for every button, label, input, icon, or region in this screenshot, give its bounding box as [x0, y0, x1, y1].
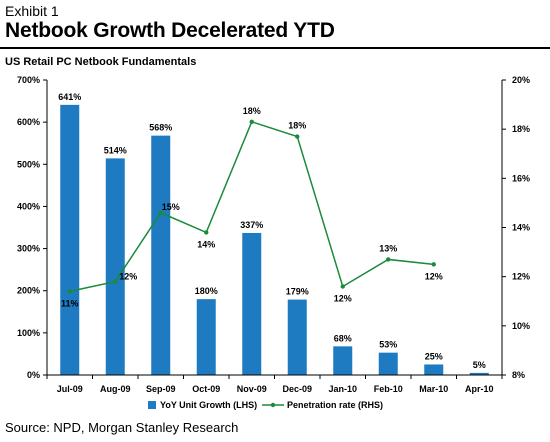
- x-tick-label: Dec-09: [282, 384, 312, 394]
- right-tick-label: 18%: [512, 124, 530, 134]
- left-tick-label: 700%: [17, 75, 40, 85]
- x-tick-label: Feb-10: [374, 384, 403, 394]
- line-point: [340, 284, 345, 289]
- right-tick-label: 14%: [512, 223, 530, 233]
- x-tick-label: Apr-10: [465, 384, 494, 394]
- chart-subtitle: US Retail PC Netbook Fundamentals: [5, 56, 197, 68]
- line-data-label: 14%: [197, 239, 215, 249]
- x-tick-label: Oct-09: [192, 384, 220, 394]
- bar-labels: 641% 514% 568% 180% 337% 179% 68% 53% 25% 5%: [58, 92, 486, 370]
- right-tick-label: 12%: [512, 272, 530, 282]
- line-point: [113, 279, 118, 284]
- bar: [378, 352, 398, 375]
- line-series: 11% 12% 15% 14% 18% 18% 12% 13% 12%: [61, 106, 443, 309]
- bar-data-label: 25%: [425, 351, 443, 361]
- x-tick-label: Jul-09: [57, 384, 83, 394]
- bar-series: [60, 104, 489, 375]
- bar-data-label: 568%: [149, 123, 172, 133]
- legend-bar-label: YoY Unit Growth (LHS): [160, 400, 257, 410]
- left-tick-label: 100%: [17, 328, 40, 338]
- line-data-label: 13%: [379, 243, 397, 253]
- bar-data-label: 68%: [334, 333, 352, 343]
- line-point: [386, 257, 391, 262]
- bar-data-label: 337%: [240, 220, 263, 230]
- bar: [242, 232, 262, 375]
- bar-data-label: 53%: [379, 340, 397, 350]
- x-tick-label: Nov-09: [237, 384, 267, 394]
- bar: [287, 299, 307, 375]
- line-point: [295, 134, 300, 139]
- line-point: [67, 289, 72, 294]
- line-data-label: 18%: [288, 121, 306, 131]
- left-tick-label: 200%: [17, 286, 40, 296]
- bar: [60, 104, 80, 375]
- right-tick-label: 8%: [512, 370, 525, 380]
- line-data-label: 12%: [119, 272, 137, 282]
- line-point: [204, 230, 209, 235]
- left-tick-label: 400%: [17, 201, 40, 211]
- legend-bar-swatch: [148, 401, 156, 409]
- left-axis: 0% 100% 200% 300% 400% 500% 600% 700%: [17, 75, 48, 380]
- left-tick-label: 500%: [17, 159, 40, 169]
- right-tick-label: 16%: [512, 173, 530, 183]
- x-tick-label: Jan-10: [328, 384, 357, 394]
- line-point: [249, 119, 254, 124]
- bar-data-label: 180%: [195, 286, 218, 296]
- chart-title: Netbook Growth Decelerated YTD: [5, 19, 335, 42]
- line-data-label: 18%: [243, 106, 261, 116]
- bar: [105, 158, 125, 375]
- legend-line-label: Penetration rate (RHS): [287, 400, 383, 410]
- line-point: [431, 262, 436, 267]
- title-divider: [0, 47, 550, 49]
- line-data-label: 12%: [334, 294, 352, 304]
- bar: [469, 372, 489, 375]
- exhibit-label: Exhibit 1: [5, 3, 59, 19]
- bar: [196, 299, 216, 375]
- bar: [424, 364, 444, 375]
- line-data-label: 12%: [425, 271, 443, 281]
- x-tick-label: Sep-09: [146, 384, 176, 394]
- legend: YoY Unit Growth (LHS) Penetration rate (R…: [148, 400, 383, 410]
- x-tick-label: Aug-09: [100, 384, 131, 394]
- line-data-label: 15%: [162, 202, 180, 212]
- right-tick-label: 10%: [512, 321, 530, 331]
- line-data-label: 11%: [61, 298, 79, 308]
- bar: [151, 135, 171, 375]
- bar-data-label: 514%: [104, 145, 127, 155]
- x-tick-label: Mar-10: [419, 384, 448, 394]
- x-axis: Jul-09 Aug-09 Sep-09 Oct-09 Nov-09 Dec-09 Jan-…: [46, 374, 503, 394]
- bar-data-label: 5%: [473, 360, 486, 370]
- bar-data-label: 179%: [286, 287, 309, 297]
- line-point: [158, 210, 163, 215]
- left-tick-label: 300%: [17, 244, 40, 254]
- source-note: Source: NPD, Morgan Stanley Research: [5, 420, 239, 435]
- right-axis: 8% 10% 12% 14% 16% 18% 20%: [501, 75, 530, 380]
- bar-data-label: 641%: [58, 92, 81, 102]
- left-tick-label: 0%: [27, 370, 40, 380]
- legend-line-marker: [270, 402, 276, 408]
- bar: [333, 346, 353, 375]
- right-tick-label: 20%: [512, 75, 530, 85]
- left-tick-label: 600%: [17, 117, 40, 127]
